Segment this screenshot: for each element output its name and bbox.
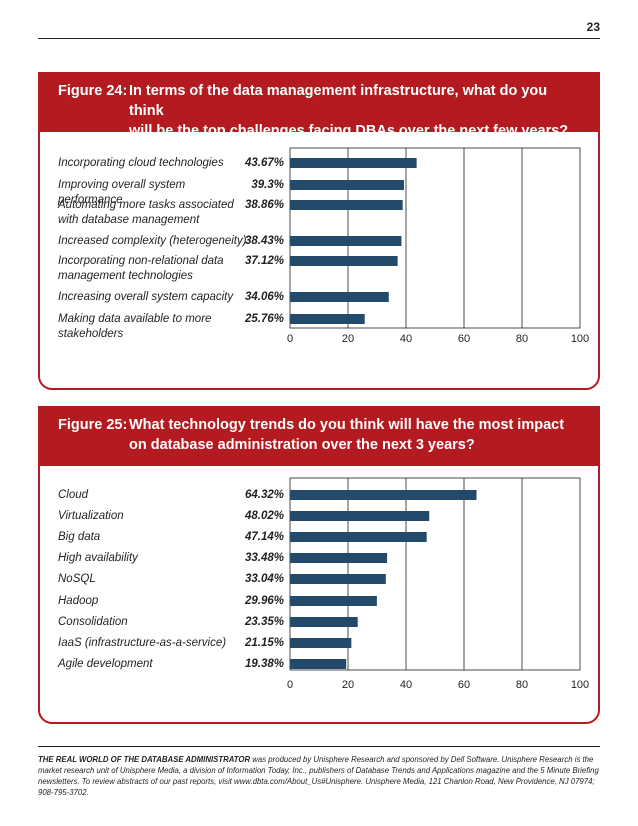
value-label: 38.86% [244,199,284,211]
category-label-line: Increasing overall system capacity [58,291,234,303]
value-label: 19.38% [244,658,284,670]
value-label: 37.12% [244,255,284,267]
bar [290,292,389,302]
value-label: 47.14% [244,531,284,543]
value-label: 34.06% [244,291,284,303]
value-label: 33.48% [244,552,284,564]
bar [290,158,417,168]
category-label-line: Agile development [58,658,153,670]
category-label: High availability [58,551,248,566]
top-rule [38,38,600,39]
bar [290,617,358,627]
figure-24-header: Figure 24: In terms of the data manageme… [38,72,600,139]
figure-25-title-line2: on database administration over the next… [129,437,475,453]
bar [290,180,404,190]
x-tick-label: 40 [400,333,412,345]
figure-24-panel: Figure 24: In terms of the data manageme… [38,72,600,390]
category-label-line: NoSQL [58,573,96,585]
category-label: Making data available to more stakeholder… [58,312,248,342]
x-tick-label: 100 [571,333,589,345]
x-tick-label: 20 [342,333,354,345]
footer-rule [38,746,600,747]
value-label: 64.32% [244,489,284,501]
category-label: Improving overall system performance [58,178,248,208]
category-label-line: High availability [58,552,138,564]
category-label: Consolidation [58,615,248,630]
category-label: Increasing overall system capacity [58,290,248,305]
bar [290,574,386,584]
value-label: 21.15% [244,637,284,649]
bar [290,200,403,210]
x-tick-label: 80 [516,333,528,345]
category-label-line: Virtualization [58,510,124,522]
category-label-line: Incorporating non-relational data [58,255,224,267]
figure-25-title-line1: What technology trends do you think will… [129,417,565,433]
value-label: 33.04% [244,573,284,585]
category-label-line: Cloud [58,489,89,501]
bar [290,638,352,648]
figure-25-number: Figure 25: [58,417,128,433]
value-label: 38.43% [244,235,284,247]
category-label: Incorporating cloud technologies [58,156,248,171]
bar [290,256,398,266]
x-tick-label: 60 [458,679,470,691]
figure-25-panel: Figure 25: What technology trends do you… [38,406,600,724]
category-label-line: management technologies [58,270,193,282]
x-tick-label: 100 [571,679,589,691]
category-label: Incorporating non-relational data managem… [58,254,248,284]
category-label: Agile development [58,657,248,672]
footer-report-title: THE REAL WORLD OF THE DATABASE ADMINISTR… [38,755,251,764]
figure-24-title-line2: will be the top challenges facing DBAs o… [129,123,569,139]
page-number: 23 [586,20,600,34]
x-tick-label: 40 [400,679,412,691]
category-label-line: Big data [58,531,101,543]
value-label: 23.35% [244,616,284,628]
category-label: Increased complexity (heterogeneity) [58,234,248,249]
category-label-line: Increased complexity (heterogeneity) [58,235,247,247]
value-label: 25.76% [244,313,284,325]
figure-25-header: Figure 25: What technology trends do you… [38,406,600,466]
x-tick-label: 0 [287,679,293,691]
category-label-line: Consolidation [58,616,128,628]
category-label-line: stakeholders [58,328,124,340]
category-label: Cloud [58,488,248,503]
x-tick-label: 0 [287,333,293,345]
bar [290,511,430,521]
category-label: IaaS (infrastructure-as-a-service) [58,636,248,651]
category-label-line: Making data available to more [58,313,212,325]
category-label-line: Automating more tasks associated [58,199,234,211]
bar-chart-2: 0 20 40 60 80 100 [287,477,589,691]
figure-24-title-line1: In terms of the data management infrastr… [129,83,548,119]
value-label: 39.3% [251,179,284,191]
category-label-line: IaaS (infrastructure-as-a-service) [58,637,227,649]
category-label-line: Incorporating cloud technologies [58,157,224,169]
category-label: Hadoop [58,594,248,609]
footer-credits: THE REAL WORLD OF THE DATABASE ADMINISTR… [38,754,600,798]
value-label: 43.67% [244,157,284,169]
x-tick-label: 60 [458,333,470,345]
bar [290,314,365,324]
category-label: Automating more tasks associated with dat… [58,198,248,228]
x-tick-label: 80 [516,679,528,691]
category-label: NoSQL [58,572,248,587]
bar [290,596,377,606]
category-label: Big data [58,530,248,545]
footer-text: was produced by Unisphere Research and s… [38,755,599,797]
bar-chart-1: 0 20 40 60 80 100 [287,147,589,345]
figure-24-number: Figure 24: [58,83,128,99]
category-label-line: Hadoop [58,595,99,607]
x-tick-label: 20 [342,679,354,691]
value-label: 48.02% [244,510,284,522]
bar [290,490,477,500]
value-label: 29.96% [244,595,284,607]
bar [290,532,427,542]
category-label-line: with database management [58,214,200,226]
category-label: Virtualization [58,509,248,524]
bar [290,659,347,669]
bar [290,553,388,563]
category-label-line: Improving overall system performance [58,179,186,206]
bar [290,236,402,246]
